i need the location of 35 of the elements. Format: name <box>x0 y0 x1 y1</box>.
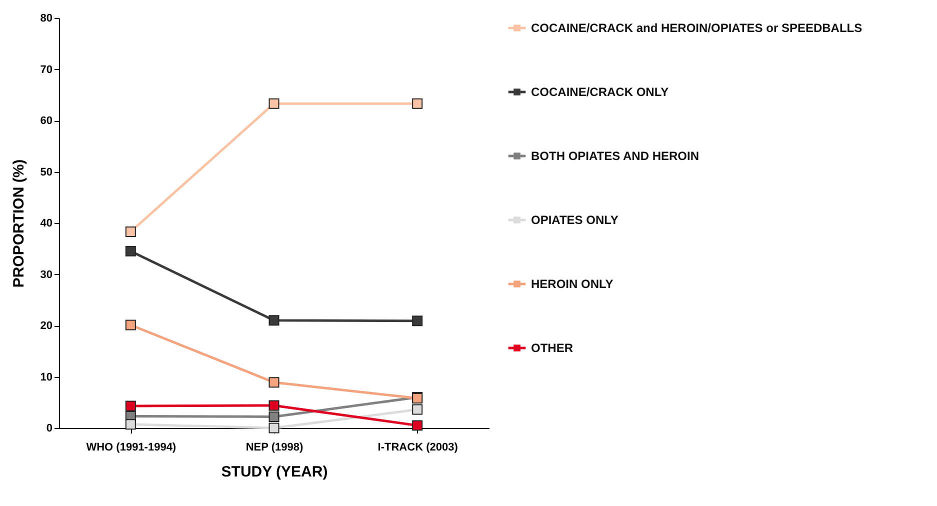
legend-label: BOTH OPIATES AND HEROIN <box>531 149 700 163</box>
point <box>268 400 280 411</box>
point <box>125 400 136 412</box>
legend-label: HEROIN ONLY <box>531 277 614 291</box>
point <box>268 315 280 326</box>
y-tick-label: 70 <box>40 64 52 76</box>
legend-label: COCAINE/CRACK and HEROIN/OPIATES or SPEEDBALLS <box>531 21 862 35</box>
y-tick-label: 10 <box>40 371 52 384</box>
point <box>268 98 280 109</box>
y-tick-label: 60 <box>40 115 52 127</box>
legend-label: OTHER <box>531 341 574 355</box>
point <box>268 422 280 434</box>
y-tick-label: 0 <box>46 422 52 434</box>
x-tick-label: I-TRACK (2003) <box>378 442 458 454</box>
point <box>268 411 280 422</box>
legend-label: COCAINE/CRACK ONLY <box>531 85 669 99</box>
point <box>125 320 136 330</box>
point <box>412 420 423 431</box>
legend-label: OPIATES ONLY <box>531 213 618 227</box>
point <box>125 226 136 237</box>
y-tick-label: 80 <box>40 12 52 24</box>
point <box>125 246 136 256</box>
y-tick-label: 40 <box>40 218 52 230</box>
y-tick-label: 30 <box>40 268 52 281</box>
y-axis-title: PROPORTION (%) <box>10 159 28 288</box>
point <box>412 98 423 109</box>
point <box>268 377 280 388</box>
point <box>412 404 423 415</box>
point <box>125 419 136 430</box>
y-tick-label: 20 <box>40 320 52 332</box>
x-axis-title: STUDY (YEAR) <box>221 464 328 480</box>
y-tick-label: 50 <box>40 166 52 178</box>
x-tick-label: WHO (1991-1994) <box>86 442 176 454</box>
x-tick-label: NEP (1998) <box>246 442 304 454</box>
point <box>412 316 423 326</box>
